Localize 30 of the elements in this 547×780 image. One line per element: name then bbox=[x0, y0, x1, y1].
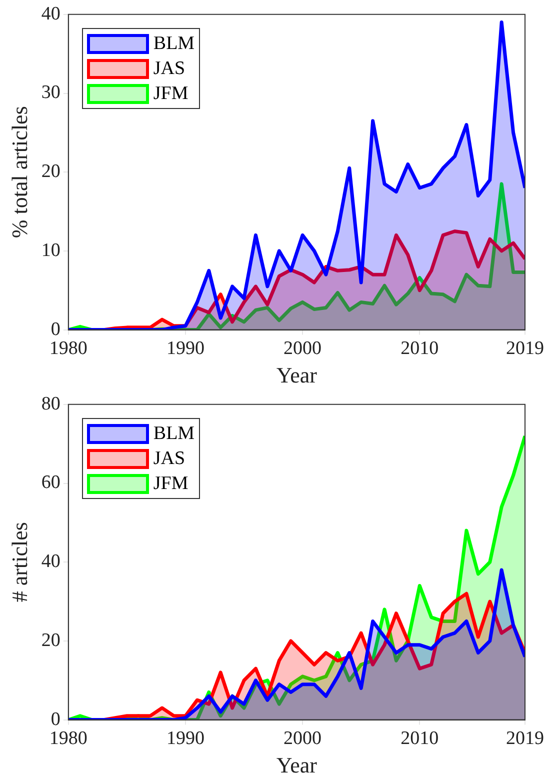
x-tick-label: 2010 bbox=[400, 728, 439, 750]
legend-label: JAS bbox=[153, 58, 186, 80]
y-axis-title: % total articles bbox=[6, 106, 32, 238]
x-tick-label: 2010 bbox=[400, 338, 439, 360]
x-axis-title: Year bbox=[276, 362, 318, 388]
legend-label: JAS bbox=[153, 448, 186, 470]
y-tick-label: 0 bbox=[50, 318, 60, 340]
legend-label: BLM bbox=[153, 32, 195, 55]
y-tick-label: 20 bbox=[41, 161, 60, 182]
y-tick-label: 80 bbox=[41, 393, 60, 414]
y-tick-label: 20 bbox=[41, 630, 60, 651]
y-tick-label: 60 bbox=[41, 472, 60, 494]
y-axis-title: # articles bbox=[6, 522, 32, 602]
x-tick-label: 2019 bbox=[506, 728, 544, 750]
x-tick-label: 1980 bbox=[49, 728, 88, 750]
x-tick-label: 1980 bbox=[49, 338, 88, 360]
y-tick-label: 30 bbox=[41, 82, 60, 104]
x-axis-title: Year bbox=[276, 752, 318, 778]
x-tick-label: 2019 bbox=[506, 338, 544, 360]
legend-label: BLM bbox=[153, 422, 195, 445]
legend-label: JFM bbox=[153, 82, 188, 105]
x-tick-label: 2000 bbox=[284, 338, 322, 360]
legend-label: JFM bbox=[153, 472, 188, 495]
x-tick-label: 2000 bbox=[284, 728, 322, 750]
x-tick-label: 1990 bbox=[166, 338, 204, 360]
x-tick-label: 1990 bbox=[166, 728, 204, 750]
y-tick-label: 0 bbox=[50, 708, 60, 730]
y-tick-label: 40 bbox=[41, 3, 60, 24]
y-tick-label: 10 bbox=[41, 240, 60, 261]
y-tick-label: 40 bbox=[41, 551, 60, 572]
